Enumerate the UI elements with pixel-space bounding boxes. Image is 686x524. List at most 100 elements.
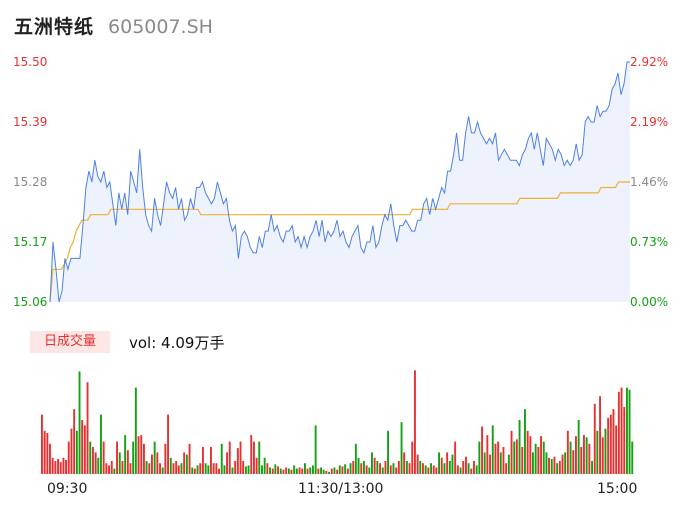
stock-code: 605007.SH	[108, 16, 213, 38]
volume-bar	[491, 425, 494, 474]
volume-bar	[287, 468, 290, 474]
volume-bar	[494, 443, 497, 474]
volume-bar	[456, 465, 459, 474]
volume-bar	[100, 414, 102, 474]
volume-bar	[306, 468, 309, 474]
volume-bar	[521, 447, 524, 474]
pct-label-high: 2.19%	[630, 115, 669, 129]
volume-bar	[432, 465, 435, 474]
volume-bar	[379, 463, 381, 474]
volume-bar	[317, 468, 320, 474]
volume-bar	[609, 414, 612, 474]
volume-bar	[70, 428, 73, 474]
volume-bar	[381, 467, 384, 474]
volume-bar	[94, 452, 97, 474]
volume-bar	[580, 447, 583, 474]
volume-bar	[277, 466, 279, 474]
volume-bars	[41, 370, 634, 474]
volume-bar	[320, 467, 322, 474]
volume-bar	[615, 425, 618, 474]
volume-bar	[132, 441, 135, 474]
volume-bar	[427, 467, 430, 474]
volume-bar	[448, 461, 451, 474]
volume-bar	[202, 447, 204, 474]
volume-bar	[459, 467, 462, 474]
volume-bar	[451, 454, 454, 474]
volume-bar	[467, 463, 470, 474]
volume-bar	[67, 441, 70, 474]
volume-bar	[231, 467, 234, 474]
volume-bar	[572, 450, 575, 474]
volume-bar	[524, 409, 526, 474]
volume-bar	[499, 452, 502, 474]
volume-bar	[298, 467, 301, 474]
volume-bar	[338, 465, 341, 474]
time-label-open: 09:30	[47, 481, 88, 497]
volume-bar	[545, 452, 548, 474]
volume-bar	[207, 465, 210, 474]
volume-bar	[365, 465, 368, 474]
volume-bar	[126, 450, 129, 474]
volume-bar	[486, 435, 489, 474]
volume-bar	[438, 452, 440, 474]
volume-bar	[470, 468, 473, 474]
volume-bar	[228, 441, 231, 474]
volume-bar	[405, 461, 408, 474]
volume-bar	[591, 461, 593, 474]
volume-bar	[279, 468, 282, 474]
volume-bar	[239, 441, 242, 474]
volume-bar	[282, 469, 285, 474]
volume-bar	[497, 441, 500, 474]
volume-bar	[73, 409, 76, 474]
volume-bar	[553, 456, 556, 474]
volume-bar	[285, 467, 288, 474]
volume-bar	[473, 461, 475, 474]
volume-bar	[392, 463, 395, 474]
volume-bar	[169, 457, 172, 474]
volume-bar	[274, 464, 277, 474]
time-label-noon: 11:30/13:00	[298, 481, 384, 497]
volume-bar	[86, 382, 89, 474]
volume-bar	[129, 463, 132, 474]
volume-bar	[548, 457, 550, 474]
stock-header: 五洲特纸 605007.SH	[14, 12, 213, 40]
volume-bar	[51, 457, 54, 474]
pct-label-max: 2.92%	[630, 55, 669, 69]
volume-bar	[537, 447, 540, 474]
volume-bar	[175, 461, 178, 474]
volume-bar	[416, 454, 419, 474]
volume-bar	[505, 463, 508, 474]
volume-bar	[397, 461, 400, 474]
volume-bar	[97, 457, 100, 474]
pct-label-min: 0.00%	[630, 295, 669, 309]
volume-bar	[41, 414, 43, 474]
price-label-max: 15.50	[13, 55, 48, 69]
volume-bar	[588, 443, 591, 474]
volume-bar	[483, 452, 486, 474]
volume-bar	[220, 443, 223, 474]
volume-bar	[564, 452, 567, 474]
volume-bar	[191, 467, 194, 474]
volume-bar	[78, 371, 81, 474]
volume-bar	[293, 465, 296, 474]
volume-bar	[502, 447, 505, 474]
volume-bar	[478, 441, 481, 474]
volume-bar	[247, 465, 250, 474]
volume-bar	[328, 471, 330, 474]
volume-bar	[116, 441, 118, 474]
volume-bar	[534, 443, 537, 474]
volume-bar	[218, 468, 220, 474]
volume-bar	[542, 441, 545, 474]
volume-bar	[244, 466, 247, 474]
volume-bar	[454, 441, 457, 474]
volume-bar	[336, 469, 339, 474]
pct-label-low: 0.73%	[630, 235, 669, 249]
volume-bar	[422, 463, 424, 474]
volume-bar	[199, 463, 202, 474]
volume-tab[interactable]: 日成交量	[30, 331, 110, 353]
volume-bar	[118, 452, 121, 474]
volume-bar	[312, 465, 314, 474]
volume-bar	[89, 441, 92, 474]
volume-bar	[371, 452, 373, 474]
volume-bar	[349, 463, 352, 474]
